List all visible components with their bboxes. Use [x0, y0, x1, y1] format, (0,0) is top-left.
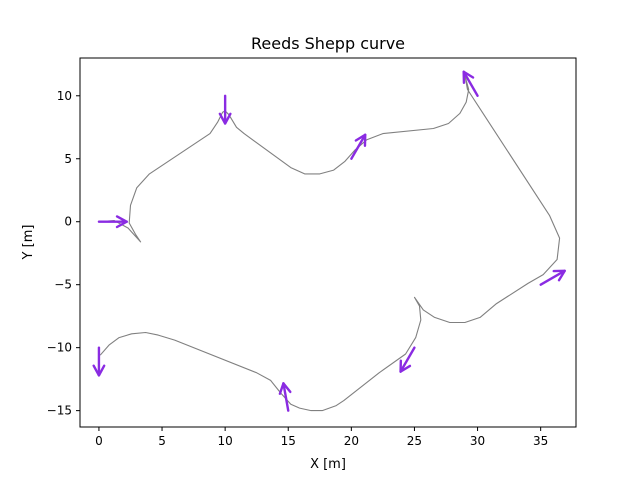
y-tick-label: −15	[47, 404, 72, 418]
y-axis-label: Y [m]	[21, 225, 36, 261]
x-tick-label: 15	[281, 434, 296, 448]
y-tick-label: −10	[47, 341, 72, 355]
waypoint-arrow	[399, 346, 416, 373]
path-line	[98, 75, 561, 412]
waypoint-arrow	[350, 133, 367, 160]
axis-ticks: 0 5 10 15 20 25 30 35 −15 −10 −5 0 5 10	[47, 89, 549, 448]
waypoint-arrow	[278, 382, 292, 412]
axes-frame	[79, 57, 577, 428]
chart-title: Reeds Shepp curve	[251, 34, 405, 53]
waypoint-arrow	[92, 346, 106, 377]
x-tick-label: 20	[344, 434, 359, 448]
y-tick-label: 10	[57, 89, 72, 103]
waypoint-arrow	[539, 269, 566, 286]
waypoint-arrow	[97, 215, 128, 229]
y-tick-label: 0	[64, 215, 72, 229]
x-tick-label: 10	[217, 434, 232, 448]
x-tick-label: 5	[158, 434, 166, 448]
x-tick-label: 30	[470, 434, 485, 448]
waypoint-arrow	[462, 70, 479, 97]
x-tick-label: 35	[533, 434, 548, 448]
x-tick-label: 0	[95, 434, 103, 448]
y-tick-label: 5	[64, 152, 72, 166]
waypoint-arrow	[218, 94, 232, 125]
x-axis-label: X [m]	[310, 457, 346, 472]
plot-area	[79, 57, 577, 428]
y-tick-label: −5	[54, 278, 72, 292]
x-tick-label: 25	[407, 434, 422, 448]
